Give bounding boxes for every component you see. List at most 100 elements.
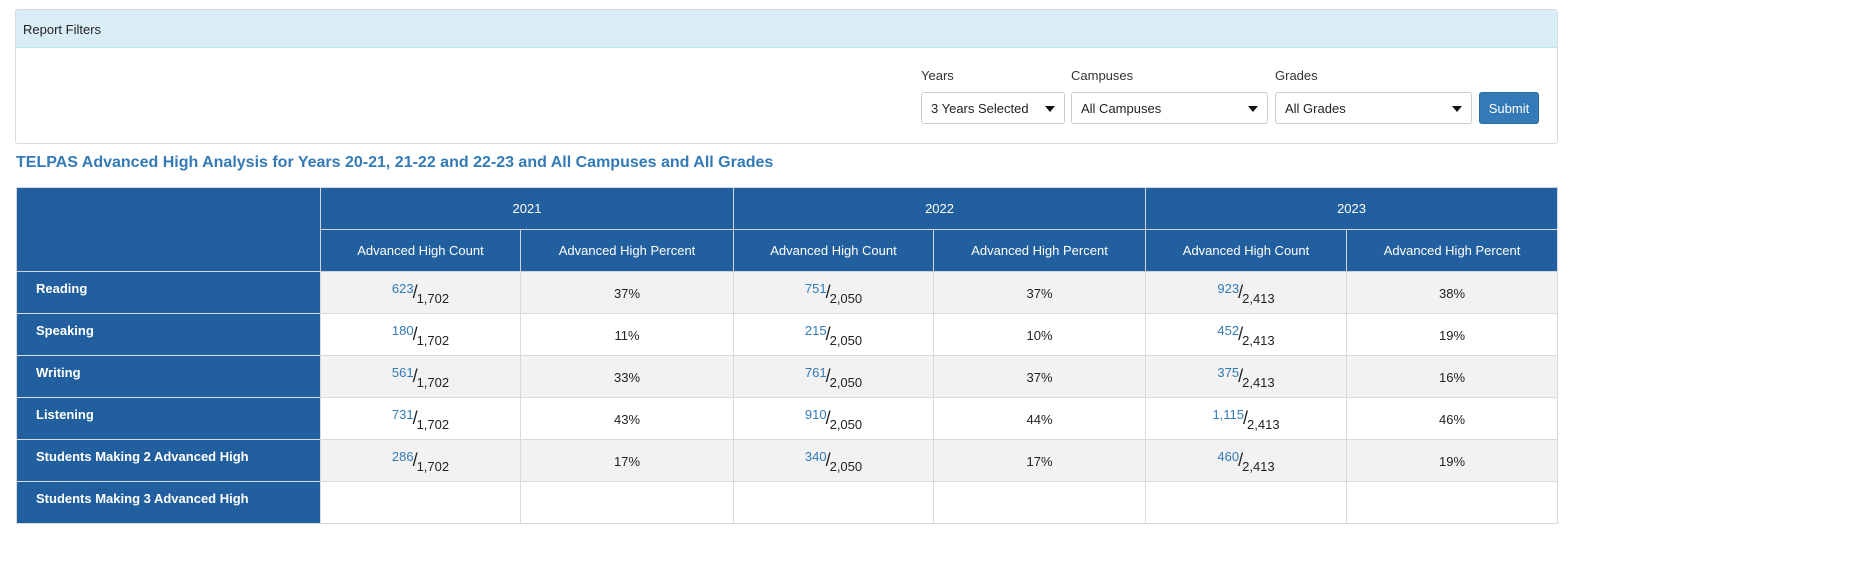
fraction-slash: / <box>825 282 831 302</box>
years-select[interactable]: 3 Years Selected <box>921 92 1065 124</box>
column-header-percent: Advanced High Percent <box>519 229 735 272</box>
count-numerator: 623 <box>391 281 414 296</box>
count-cell: 215/2,050 <box>733 313 935 356</box>
column-header-count: Advanced High Count <box>320 229 521 272</box>
report-filters-panel: Report Filters Years 3 Years Selected Ca… <box>15 9 1558 144</box>
table-row: Students Making 2 Advanced High 286/1,702… <box>16 439 1559 482</box>
row-label: Listening <box>16 397 321 440</box>
count-cell: 452/2,413 <box>1145 313 1348 356</box>
percent-cell: 17% <box>519 439 735 482</box>
count-numerator: 286 <box>391 449 414 464</box>
years-filter: Years 3 Years Selected <box>921 68 1065 124</box>
report-filters-header: Report Filters <box>16 10 1557 48</box>
count-denominator: 2,413 <box>1242 375 1275 390</box>
fraction-slash: / <box>1243 408 1249 428</box>
years-label: Years <box>921 68 954 83</box>
row-header-corner <box>16 187 321 272</box>
column-header-count: Advanced High Count <box>733 229 935 272</box>
row-label: Speaking <box>16 313 321 356</box>
fraction-slash: / <box>825 408 831 428</box>
count-denominator: 2,050 <box>829 333 863 348</box>
count-denominator: 2,050 <box>829 375 863 390</box>
grades-value: All Grades <box>1285 101 1346 116</box>
percent-cell: 10% <box>933 313 1147 356</box>
percent-cell: 43% <box>519 397 735 440</box>
count-denominator: 2,050 <box>829 417 863 432</box>
percent-cell <box>1346 481 1559 524</box>
count-numerator: 751 <box>804 281 827 296</box>
column-header-count: Advanced High Count <box>1145 229 1348 272</box>
grades-filter: Grades All Grades <box>1275 68 1472 124</box>
percent-cell: 33% <box>519 355 735 398</box>
count-denominator: 2,413 <box>1242 291 1275 306</box>
grades-label: Grades <box>1275 68 1318 83</box>
count-numerator: 731 <box>391 407 414 422</box>
percent-cell: 44% <box>933 397 1147 440</box>
campuses-filter: Campuses All Campuses <box>1071 68 1268 124</box>
row-label: Writing <box>16 355 321 398</box>
percent-cell: 19% <box>1346 439 1559 482</box>
count-denominator: 1,702 <box>416 291 450 306</box>
count-numerator: 910 <box>804 407 827 422</box>
count-cell: 1,115/2,413 <box>1145 397 1348 440</box>
count-denominator: 1,702 <box>416 375 450 390</box>
count-numerator: 1,115 <box>1212 407 1245 422</box>
count-cell: 910/2,050 <box>733 397 935 440</box>
count-denominator: 2,050 <box>829 291 863 306</box>
count-numerator: 923 <box>1217 281 1240 296</box>
submit-button[interactable]: Submit <box>1479 92 1539 124</box>
campuses-select[interactable]: All Campuses <box>1071 92 1268 124</box>
count-cell <box>320 481 521 524</box>
row-label: Students Making 3 Advanced High <box>16 481 321 524</box>
table-row: Students Making 3 Advanced High <box>16 481 1559 524</box>
table-row: Listening 731/1,702 43% 910/2,050 44% 1,115/2… <box>16 397 1559 440</box>
count-denominator: 2,413 <box>1247 417 1280 432</box>
count-cell: 761/2,050 <box>733 355 935 398</box>
percent-cell: 19% <box>1346 313 1559 356</box>
percent-cell <box>519 481 735 524</box>
count-cell: 623/1,702 <box>320 271 521 314</box>
percent-cell: 16% <box>1346 355 1559 398</box>
fraction-slash: / <box>1238 450 1244 470</box>
caret-down-icon <box>1452 106 1462 112</box>
count-denominator: 1,702 <box>416 417 450 432</box>
count-cell <box>733 481 935 524</box>
percent-cell: 37% <box>933 271 1147 314</box>
fraction-slash: / <box>1238 366 1244 386</box>
count-denominator: 2,413 <box>1242 333 1275 348</box>
year-header: 2023 <box>1145 187 1559 230</box>
column-header-percent: Advanced High Percent <box>1346 229 1559 272</box>
year-header: 2022 <box>733 187 1147 230</box>
fraction-slash: / <box>412 366 418 386</box>
campuses-label: Campuses <box>1071 68 1134 83</box>
advanced-high-table: 2021 2022 2023 Advanced High Count Advanc… <box>16 187 1559 524</box>
count-cell: 460/2,413 <box>1145 439 1348 482</box>
percent-cell: 37% <box>519 271 735 314</box>
count-numerator: 761 <box>804 365 827 380</box>
column-header-percent: Advanced High Percent <box>933 229 1147 272</box>
percent-cell: 37% <box>933 355 1147 398</box>
caret-down-icon <box>1248 106 1258 112</box>
row-label: Reading <box>16 271 321 314</box>
fraction-slash: / <box>825 324 831 344</box>
table-row: Reading 623/1,702 37% 751/2,050 37% 923/2,413… <box>16 271 1559 314</box>
percent-cell: 46% <box>1346 397 1559 440</box>
fraction-slash: / <box>1238 324 1244 344</box>
count-numerator: 452 <box>1217 323 1240 338</box>
count-numerator: 460 <box>1217 449 1240 464</box>
percent-cell: 11% <box>519 313 735 356</box>
count-cell: 375/2,413 <box>1145 355 1348 398</box>
grades-select[interactable]: All Grades <box>1275 92 1472 124</box>
year-header: 2021 <box>319 187 735 230</box>
count-cell: 561/1,702 <box>320 355 521 398</box>
fraction-slash: / <box>412 450 418 470</box>
count-numerator: 215 <box>804 323 827 338</box>
count-denominator: 1,702 <box>416 333 450 348</box>
fraction-slash: / <box>825 450 831 470</box>
years-value: 3 Years Selected <box>931 101 1029 116</box>
count-numerator: 561 <box>391 365 414 380</box>
report-title: TELPAS Advanced High Analysis for Years … <box>16 154 774 171</box>
count-cell: 340/2,050 <box>733 439 935 482</box>
count-numerator: 180 <box>391 323 414 338</box>
count-denominator: 2,413 <box>1242 459 1275 474</box>
